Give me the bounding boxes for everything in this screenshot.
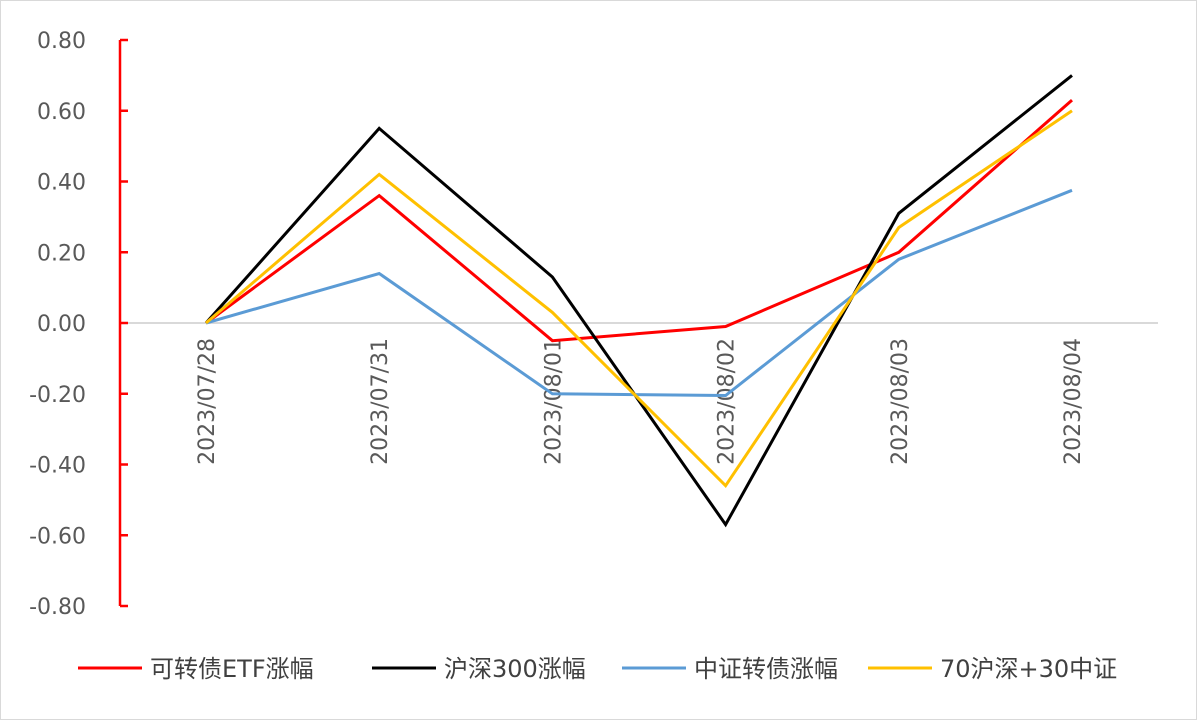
legend-label: 沪深300涨幅 <box>444 655 586 683</box>
y-tick-label: -0.60 <box>29 524 86 549</box>
y-tick-label: 0.40 <box>37 171 86 196</box>
x-tick-label: 2023/08/03 <box>888 338 913 465</box>
y-tick-label: -0.80 <box>29 595 86 620</box>
legend-label: 中证转债涨幅 <box>694 655 838 683</box>
series-line <box>205 98 1073 343</box>
x-tick-label: 2023/08/02 <box>715 338 740 465</box>
y-tick-label: -0.20 <box>29 383 86 408</box>
y-tick-label: 0.80 <box>37 29 86 54</box>
y-tick-label: 0.00 <box>37 312 86 337</box>
y-tick-label: 0.20 <box>37 241 86 266</box>
x-tick-label: 2023/07/31 <box>368 338 393 465</box>
y-tick-label: 0.60 <box>37 100 86 125</box>
x-tick-label: 2023/08/01 <box>541 338 566 465</box>
y-tick-label: -0.40 <box>29 454 86 479</box>
legend-label: 可转债ETF涨幅 <box>150 655 314 683</box>
x-tick-label: 2023/08/04 <box>1061 338 1086 465</box>
x-tick-label: 2023/07/28 <box>195 338 220 465</box>
series-line <box>205 188 1073 398</box>
series-line <box>204 74 1073 528</box>
series-line <box>205 109 1073 489</box>
legend-label: 70沪深+30中证 <box>940 655 1117 683</box>
